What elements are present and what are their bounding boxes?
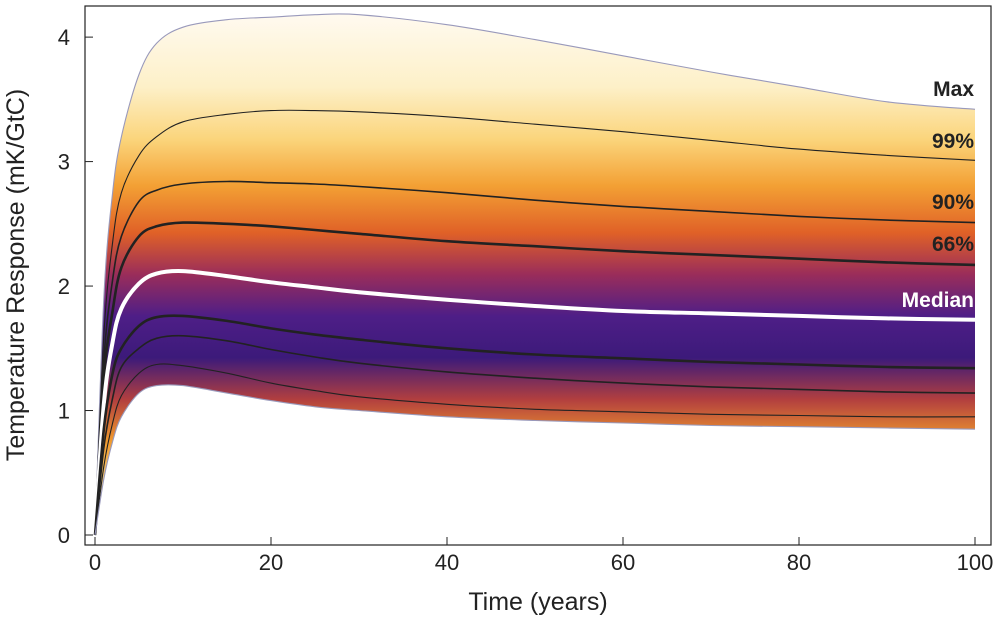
series-line-6 bbox=[94, 334, 976, 536]
x-tick-label: 60 bbox=[611, 550, 635, 575]
distribution-band bbox=[95, 13, 975, 536]
x-tick-label: 0 bbox=[89, 550, 101, 575]
x-tick-label: 40 bbox=[435, 550, 459, 575]
y-tick-label: 4 bbox=[58, 25, 70, 50]
series-line-8 bbox=[94, 384, 976, 536]
x-tick-label: 20 bbox=[259, 550, 283, 575]
series-line-0 bbox=[94, 13, 976, 536]
y-axis-ticks: 0 1 2 3 4 bbox=[58, 25, 93, 548]
label-median: Median bbox=[902, 289, 974, 312]
y-tick-label: 2 bbox=[58, 274, 70, 299]
plot-frame bbox=[84, 5, 992, 546]
label-66: 66% bbox=[932, 233, 974, 256]
x-tick-label: 80 bbox=[787, 550, 811, 575]
percentile-lines bbox=[93, 13, 976, 536]
y-tick-label: 0 bbox=[58, 523, 70, 548]
label-90: 90% bbox=[932, 191, 974, 214]
series-line-5 bbox=[93, 314, 976, 536]
x-axis-ticks: 0 20 40 60 80 100 bbox=[89, 537, 993, 575]
label-max: Max bbox=[933, 78, 974, 101]
series-line-2 bbox=[94, 180, 976, 536]
label-99: 99% bbox=[932, 130, 974, 153]
series-line-4 bbox=[93, 269, 976, 536]
y-tick-label: 1 bbox=[58, 399, 70, 424]
percentile-labels: Max 99% 90% 66% Median bbox=[902, 78, 975, 312]
series-line-1 bbox=[94, 109, 976, 536]
x-axis-title: Time (years) bbox=[468, 588, 607, 616]
x-tick-label: 100 bbox=[957, 550, 994, 575]
series-line-7 bbox=[94, 363, 976, 536]
distribution-fill bbox=[95, 13, 975, 536]
series-line-3 bbox=[93, 221, 976, 536]
y-axis-title: Temperature Response (mK/GtC) bbox=[2, 89, 30, 461]
y-tick-label: 3 bbox=[58, 150, 70, 175]
